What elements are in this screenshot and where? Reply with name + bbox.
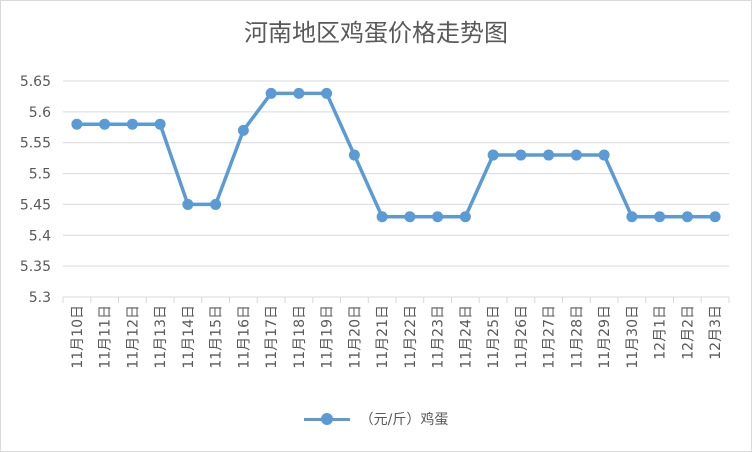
x-tick-label: 11月16日: [236, 305, 252, 369]
x-tick-label: 11月30日: [625, 305, 641, 369]
x-tick-label: 12月2日: [680, 305, 696, 360]
x-tick-label: 11月10日: [70, 305, 86, 369]
x-tick-label: 11月12日: [125, 305, 141, 369]
data-point: [487, 149, 499, 161]
data-point: [404, 211, 416, 223]
y-tick-label: 5.3: [29, 290, 51, 306]
data-point: [237, 124, 249, 136]
data-point: [321, 87, 333, 99]
x-tick-label: 11月18日: [292, 305, 308, 369]
x-tick-label: 11月25日: [486, 305, 502, 369]
x-tick-label: 11月29日: [597, 305, 613, 369]
y-tick-label: 5.6: [29, 105, 51, 121]
x-tick-label: 11月21日: [375, 305, 391, 369]
x-tick-label: 11月24日: [458, 305, 474, 369]
x-tick-label: 11月11日: [98, 305, 114, 369]
x-tick-label: 11月20日: [347, 305, 363, 369]
y-tick-label: 5.35: [20, 259, 51, 275]
data-point: [432, 211, 444, 223]
x-tick-label: 12月1日: [653, 305, 669, 360]
data-point: [543, 149, 555, 161]
y-tick-label: 5.65: [20, 74, 51, 90]
data-point: [654, 211, 666, 223]
y-tick-label: 5.4: [29, 228, 51, 244]
data-point: [99, 118, 111, 130]
data-point: [570, 149, 582, 161]
data-point: [459, 211, 471, 223]
x-tick-label: 11月23日: [431, 305, 447, 369]
x-tick-label: 12月3日: [708, 305, 724, 360]
x-tick-label: 11月22日: [403, 305, 419, 369]
series-line: [76, 91, 716, 219]
data-point: [681, 211, 693, 223]
data-point: [265, 87, 277, 99]
data-point: [348, 149, 360, 161]
legend-marker: [303, 413, 350, 425]
data-point: [376, 211, 388, 223]
data-point: [598, 149, 610, 161]
legend: （元/斤）鸡蛋: [1, 409, 751, 429]
chart-title: 河南地区鸡蛋价格走势图: [244, 19, 508, 47]
x-tick-label: 11月27日: [542, 305, 558, 369]
data-point: [154, 118, 166, 130]
data-point: [626, 211, 638, 223]
data-point: [210, 198, 222, 210]
x-tick-label: 11月13日: [153, 305, 169, 369]
data-point: [182, 198, 194, 210]
y-tick-label: 5.5: [29, 167, 51, 183]
y-tick-label: 5.55: [20, 136, 51, 152]
data-point: [515, 149, 527, 161]
x-tick-label: 11月19日: [320, 305, 336, 369]
x-tick-label: 11月26日: [514, 305, 530, 369]
y-tick-label: 5.45: [20, 197, 51, 213]
x-tick-label: 11月17日: [264, 305, 280, 369]
data-point: [709, 211, 721, 223]
data-point: [126, 118, 138, 130]
x-tick-label: 11月14日: [181, 305, 197, 369]
data-point: [293, 87, 305, 99]
data-point: [71, 118, 83, 130]
x-tick-label: 11月15日: [209, 305, 225, 369]
x-tick-label: 11月28日: [569, 305, 585, 369]
line-chart: 5.3 5.35 5.4 5.45 5.5 5.55 5.6 5.65 11月10日 11月11日…: [20, 74, 730, 369]
legend-label: （元/斤）鸡蛋: [359, 412, 449, 428]
